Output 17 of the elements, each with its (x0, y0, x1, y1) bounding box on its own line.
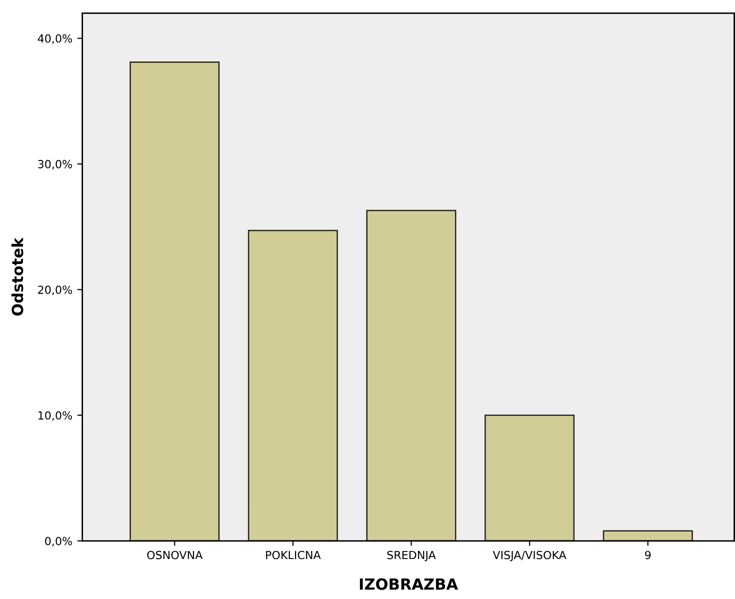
x-tick-label: 9 (645, 550, 651, 560)
y-tick-label: 30,0% (38, 160, 72, 170)
y-tick-label: 20,0% (38, 286, 72, 296)
bar (366, 210, 456, 541)
bar (248, 230, 338, 541)
x-tick-label: SREDNJA (387, 550, 436, 562)
x-tick-label: POKLICNA (266, 550, 321, 560)
x-axis-title: IZOBRAZBA (360, 578, 458, 590)
bar (130, 62, 220, 541)
x-tick-label: VISJA/VISOKA (492, 550, 566, 562)
x-tick-label: OSNOVNA (147, 550, 203, 560)
y-tick-label: 10,0% (38, 411, 72, 421)
y-tick-label: 0,0% (45, 536, 72, 546)
y-axis-title: Odstotek (11, 237, 24, 316)
bar (484, 414, 575, 541)
bar (602, 530, 693, 541)
y-tick-label: 40,0% (38, 34, 72, 44)
